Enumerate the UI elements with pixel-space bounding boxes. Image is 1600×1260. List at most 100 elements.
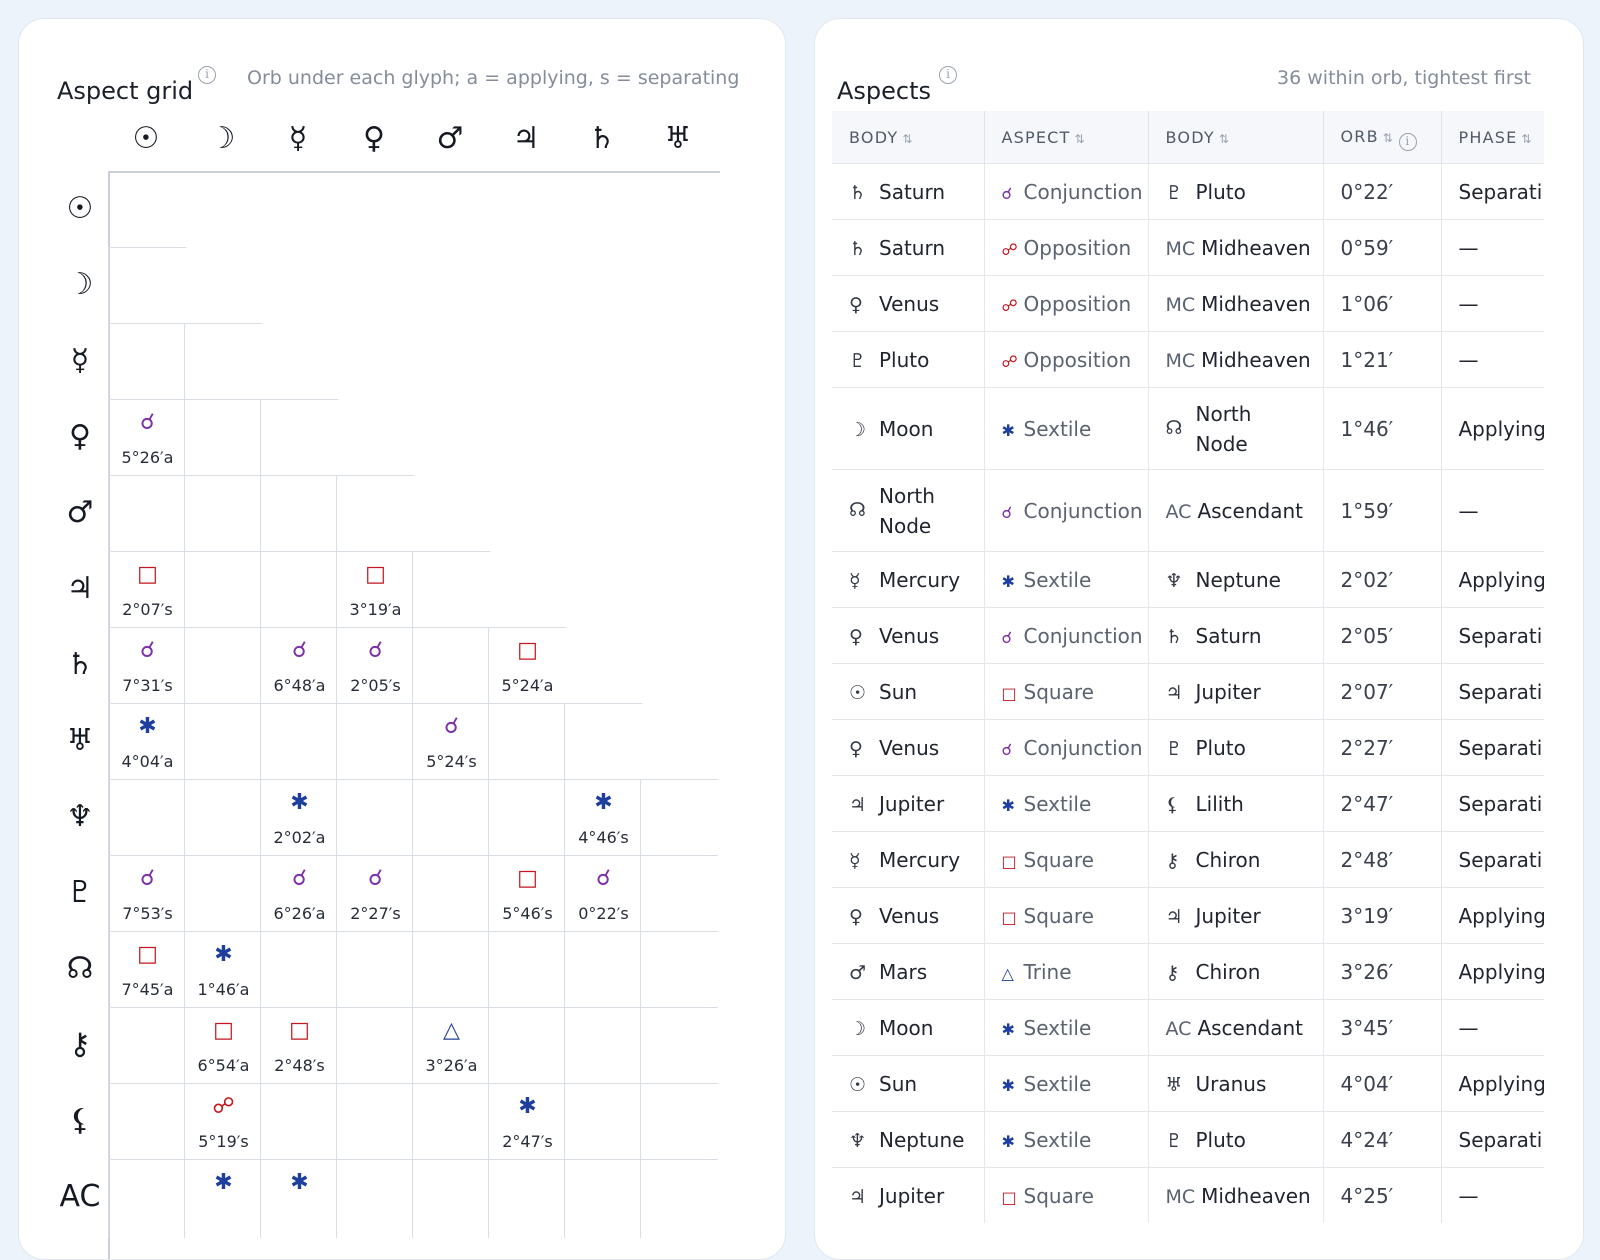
grid-cell[interactable]: [564, 1007, 642, 1086]
grid-cell[interactable]: ☌ 2°27′s: [336, 855, 414, 934]
grid-cell[interactable]: [412, 1083, 490, 1162]
grid-cell[interactable]: [640, 931, 718, 1010]
aspect-row[interactable]: ♄ Saturn ☍ Opposition MC Midheaven 0°59′ —: [832, 220, 1544, 276]
grid-cell[interactable]: ☌ 6°48′a: [260, 627, 338, 706]
grid-cell[interactable]: [336, 703, 414, 782]
grid-cell[interactable]: [488, 1007, 566, 1086]
grid-cell[interactable]: [564, 931, 642, 1010]
grid-cell[interactable]: [260, 399, 338, 478]
sort-aspect-header[interactable]: ASPECT ⇅: [984, 111, 1148, 164]
grid-cell[interactable]: [640, 1007, 718, 1086]
aspect-row[interactable]: ♀ Venus ☌ Conjunction ♇ Pluto 2°27′Separating: [832, 720, 1544, 776]
grid-cell[interactable]: □ 2°48′s: [260, 1007, 338, 1086]
grid-cell[interactable]: [184, 855, 262, 934]
aspect-row[interactable]: ☿ Mercury ✱ Sextile ♆ Neptune 2°02′ Applying: [832, 552, 1544, 608]
aspect-row[interactable]: ♆ Neptune ✱ Sextile ♇ Pluto 4°24′Separating: [832, 1112, 1544, 1168]
grid-cell[interactable]: [640, 1083, 718, 1162]
aspect-row[interactable]: ☉ Sun □ Square ♃ Jupiter 2°07′Separating: [832, 664, 1544, 720]
sort-phase-header[interactable]: PHASE ⇅: [1441, 111, 1544, 164]
grid-cell[interactable]: [336, 1083, 414, 1162]
grid-cell[interactable]: □ 3°19′a: [336, 551, 414, 630]
aspect-row[interactable]: ♀ Venus ☍ Opposition MC Midheaven 1°06′ —: [832, 276, 1544, 332]
grid-cell[interactable]: ✱ 4°46′s: [564, 779, 642, 858]
aspect-row[interactable]: ♄ Saturn ☌ Conjunction ♇ Pluto 0°22′Separating: [832, 164, 1544, 220]
grid-cell[interactable]: [108, 1159, 186, 1238]
grid-cell[interactable]: [336, 1007, 414, 1086]
grid-cell[interactable]: [336, 475, 414, 554]
grid-cell[interactable]: [184, 399, 262, 478]
aspect-row[interactable]: ☊North Node ☌ Conjunction AC Ascendant 1°59′ —: [832, 470, 1544, 552]
aspect-row[interactable]: ♀ Venus ☌ Conjunction ♄ Saturn 2°05′Separating: [832, 608, 1544, 664]
grid-cell[interactable]: [488, 931, 566, 1010]
grid-cell[interactable]: [488, 779, 566, 858]
grid-cell[interactable]: [640, 779, 718, 858]
grid-cell[interactable]: ☌ 0°22′s: [564, 855, 642, 934]
grid-cell[interactable]: [108, 247, 186, 326]
aspect-row[interactable]: ♀ Venus □ Square ♃ Jupiter 3°19′ Applying: [832, 888, 1544, 944]
grid-cell[interactable]: [412, 551, 490, 630]
grid-cell[interactable]: [260, 703, 338, 782]
grid-cell[interactable]: [184, 779, 262, 858]
grid-cell[interactable]: [640, 1159, 718, 1238]
grid-cell[interactable]: [108, 323, 186, 402]
grid-cell[interactable]: [184, 323, 262, 402]
grid-cell[interactable]: [260, 931, 338, 1010]
grid-cell[interactable]: [488, 1159, 566, 1238]
aspect-row[interactable]: ☽ Moon ✱ Sextile AC Ascendant 3°45′ —: [832, 1000, 1544, 1056]
grid-cell[interactable]: □ 7°45′a: [108, 931, 186, 1010]
grid-cell[interactable]: [108, 1083, 186, 1162]
grid-cell[interactable]: ✱ 2°02′a: [260, 779, 338, 858]
sort-body2-header[interactable]: BODY ⇅: [1148, 111, 1323, 164]
aspect-row[interactable]: ☽ Moon ✱ Sextile ☊ North Node 1°46′ Applying: [832, 388, 1544, 470]
sort-orb-header[interactable]: ORB ⇅ i: [1323, 111, 1441, 164]
grid-cell[interactable]: [412, 627, 490, 706]
grid-cell[interactable]: □ 5°24′a: [488, 627, 566, 706]
grid-cell[interactable]: [336, 931, 414, 1010]
grid-cell[interactable]: [336, 779, 414, 858]
grid-cell[interactable]: [412, 855, 490, 934]
grid-cell[interactable]: ☌ 5°26′a: [108, 399, 186, 478]
grid-cell[interactable]: ✱ 4°04′a: [108, 703, 186, 782]
aspect-row[interactable]: ♃ Jupiter ✱ Sextile ⚸ Lilith 2°47′Separating: [832, 776, 1544, 832]
grid-cell[interactable]: □ 2°07′s: [108, 551, 186, 630]
grid-cell[interactable]: △ 3°26′a: [412, 1007, 490, 1086]
sort-body1-header[interactable]: BODY ⇅: [832, 111, 984, 164]
grid-cell[interactable]: [108, 1007, 186, 1086]
grid-cell[interactable]: ✱ 1°46′a: [184, 931, 262, 1010]
grid-cell[interactable]: [184, 703, 262, 782]
grid-cell[interactable]: [184, 627, 262, 706]
aspect-row[interactable]: ♃ Jupiter □ Square MC Midheaven 4°25′ —: [832, 1168, 1544, 1224]
grid-cell[interactable]: [336, 1159, 414, 1238]
grid-cell[interactable]: [260, 551, 338, 630]
grid-cell[interactable]: [260, 475, 338, 554]
aspect-row[interactable]: ☿ Mercury □ Square ⚷ Chiron 2°48′Separating: [832, 832, 1544, 888]
orb-info-icon[interactable]: i: [1399, 133, 1417, 151]
grid-cell[interactable]: [640, 855, 718, 934]
grid-cell[interactable]: [564, 703, 642, 782]
grid-cell[interactable]: [260, 1083, 338, 1162]
grid-cell[interactable]: ☍ 5°19′s: [184, 1083, 262, 1162]
grid-cell[interactable]: [184, 551, 262, 630]
grid-cell[interactable]: ☌ 5°24′s: [412, 703, 490, 782]
grid-cell[interactable]: [412, 1159, 490, 1238]
grid-cell[interactable]: [412, 779, 490, 858]
grid-cell[interactable]: ☌ 6°26′a: [260, 855, 338, 934]
grid-cell[interactable]: ☌ 2°05′s: [336, 627, 414, 706]
grid-cell[interactable]: □ 6°54′a: [184, 1007, 262, 1086]
grid-cell[interactable]: [184, 475, 262, 554]
grid-cell[interactable]: ☌ 7°31′s: [108, 627, 186, 706]
aspect-row[interactable]: ♇ Pluto ☍ Opposition MC Midheaven 1°21′ —: [832, 332, 1544, 388]
grid-cell[interactable]: ✱: [260, 1159, 338, 1238]
grid-cell[interactable]: ✱ 2°47′s: [488, 1083, 566, 1162]
aspects-info-icon[interactable]: i: [939, 66, 957, 84]
aspect-row[interactable]: ☉ Sun ✱ Sextile ♅ Uranus 4°04′ Applying: [832, 1056, 1544, 1112]
grid-cell[interactable]: [488, 703, 566, 782]
aspect-row[interactable]: ♂ Mars △ Trine ⚷ Chiron 3°26′ Applying: [832, 944, 1544, 1000]
grid-cell[interactable]: [564, 1083, 642, 1162]
grid-cell[interactable]: ✱: [184, 1159, 262, 1238]
grid-cell[interactable]: [564, 1159, 642, 1238]
grid-cell[interactable]: [108, 779, 186, 858]
grid-cell[interactable]: ☌ 7°53′s: [108, 855, 186, 934]
grid-cell[interactable]: [108, 475, 186, 554]
grid-cell[interactable]: □ 5°46′s: [488, 855, 566, 934]
